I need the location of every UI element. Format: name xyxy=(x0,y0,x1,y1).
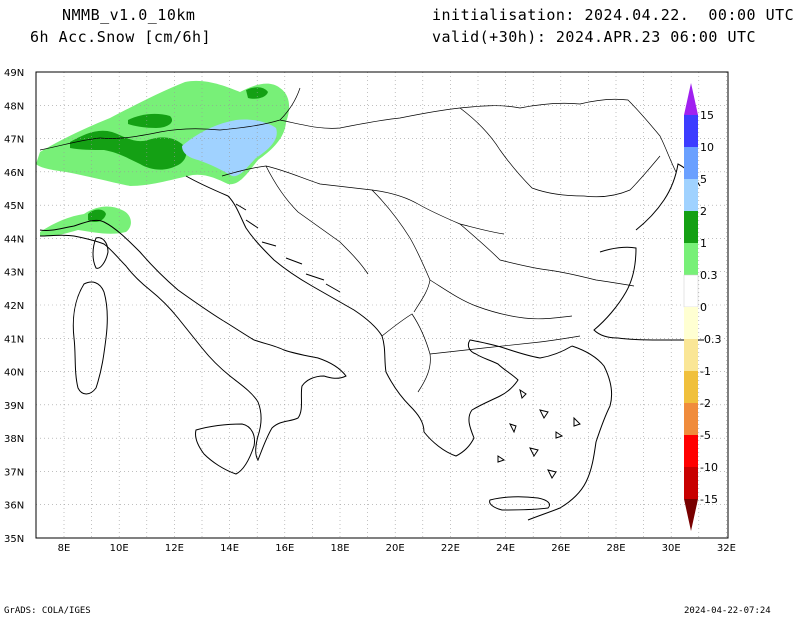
lat-tick-label: 46N xyxy=(4,168,24,179)
colorbar-segment xyxy=(684,371,698,403)
colorbar-label: 1 xyxy=(700,237,707,250)
border-bulgaria xyxy=(429,223,635,320)
lat-tick-label: 37N xyxy=(4,467,24,478)
colorbar-segment xyxy=(684,339,698,371)
colorbar-label: -2 xyxy=(700,397,711,410)
latitude-axis: 49N 48N 47N 46N 45N 44N 43N 42N 41N 40N 39N 38N 37N 3… xyxy=(4,68,24,545)
lat-tick-label: 48N xyxy=(4,101,24,112)
corsica xyxy=(92,237,109,269)
border-albania xyxy=(381,313,431,393)
turkey-coast xyxy=(527,345,613,521)
colorbar-label: 0.3 xyxy=(700,269,718,282)
adriatic-east-coast xyxy=(185,175,425,433)
lat-tick-label: 39N xyxy=(4,401,24,412)
lon-tick-label: 22E xyxy=(441,543,460,554)
colorbar-segment xyxy=(684,307,698,339)
snow-medium-region xyxy=(70,130,187,170)
border-slovenia-croatia xyxy=(221,165,419,205)
colorbar-segment xyxy=(684,243,698,275)
border-serbia xyxy=(371,189,505,313)
snow-medium-region-4 xyxy=(88,209,106,222)
footer-timestamp: 2024-04-22-07:24 xyxy=(684,606,771,616)
colorbar-segment xyxy=(684,467,698,499)
colorbar-segment xyxy=(684,147,698,179)
border-alps xyxy=(39,87,301,151)
lon-tick-label: 28E xyxy=(606,543,625,554)
lat-tick-label: 44N xyxy=(4,234,24,245)
aegean-islands xyxy=(497,388,581,479)
italy-coastline xyxy=(39,219,347,462)
colorbar-cap-top xyxy=(684,83,698,115)
lat-tick-label: 47N xyxy=(4,135,24,146)
lat-tick-label: 42N xyxy=(4,301,24,312)
border-greece-north xyxy=(429,335,581,355)
lat-tick-label: 45N xyxy=(4,201,24,212)
footer-credit: GrADS: COLA/IGES xyxy=(4,606,91,616)
lon-tick-label: 16E xyxy=(275,543,294,554)
colorbar-label: 5 xyxy=(700,173,707,186)
lon-tick-label: 8E xyxy=(58,543,71,554)
croatian-islands xyxy=(235,203,341,293)
border-ukraine-moldova xyxy=(519,98,677,173)
border-romania xyxy=(459,107,661,198)
lon-tick-label: 12E xyxy=(165,543,184,554)
lon-tick-label: 10E xyxy=(110,543,129,554)
lat-tick-label: 38N xyxy=(4,434,24,445)
greece-coast xyxy=(423,339,573,457)
colorbar-label: 15 xyxy=(700,109,714,122)
longitude-axis: 8E 10E 12E 14E 16E 18E 20E 22E 24E 26E 28E 30E 32E xyxy=(58,543,736,554)
colorbar-cap-bottom xyxy=(684,499,698,531)
colorbar: 15 10 5 2 1 0.3 0 -0.3 -1 -2 -5 -10 -15 xyxy=(683,83,721,531)
snow-light-region-2 xyxy=(40,206,131,237)
lon-tick-label: 20E xyxy=(386,543,405,554)
map-frame xyxy=(35,71,729,539)
lat-tick-label: 36N xyxy=(4,501,24,512)
colorbar-label: 10 xyxy=(700,141,714,154)
country-borders xyxy=(39,87,677,393)
colorbar-label: -5 xyxy=(700,429,711,442)
lon-tick-label: 32E xyxy=(717,543,736,554)
colorbar-segment xyxy=(684,435,698,467)
border-austria-hungary xyxy=(279,105,521,129)
colorbar-label: 2 xyxy=(700,205,707,218)
crete xyxy=(489,496,551,511)
init-time: initialisation: 2024.04.22. 00:00 UTC xyxy=(432,6,795,24)
lon-tick-label: 14E xyxy=(220,543,239,554)
colorbar-label: 0 xyxy=(700,301,707,314)
colorbar-label: -15 xyxy=(700,493,718,506)
lat-tick-label: 41N xyxy=(4,334,24,345)
snow-field xyxy=(36,80,290,237)
colorbar-label: -1 xyxy=(700,365,711,378)
colorbar-segment xyxy=(684,115,698,147)
model-title: NMMB_v1.0_10km xyxy=(62,6,196,24)
lon-tick-label: 24E xyxy=(496,543,515,554)
colorbar-segment xyxy=(683,274,699,308)
lat-tick-label: 43N xyxy=(4,268,24,279)
sicily xyxy=(195,423,255,475)
colorbar-label: -0.3 xyxy=(700,333,721,346)
colorbar-label: -10 xyxy=(700,461,718,474)
coastlines xyxy=(39,163,704,521)
snow-medium-region-2 xyxy=(128,113,173,128)
snow-blue-region xyxy=(182,119,277,177)
sardinia xyxy=(72,281,108,395)
lon-tick-label: 30E xyxy=(662,543,681,554)
colorbar-segment xyxy=(684,403,698,435)
colorbar-segment xyxy=(684,211,698,243)
lon-tick-label: 26E xyxy=(551,543,570,554)
lat-tick-label: 40N xyxy=(4,368,24,379)
colorbar-segment xyxy=(684,179,698,211)
field-title: 6h Acc.Snow [cm/6h] xyxy=(30,28,212,46)
lat-tick-label: 49N xyxy=(4,68,24,79)
lat-tick-label: 35N xyxy=(4,534,24,545)
graticule xyxy=(36,72,728,538)
lon-tick-label: 18E xyxy=(330,543,349,554)
border-bosnia xyxy=(265,165,369,275)
valid-time: valid(+30h): 2024.APR.23 06:00 UTC xyxy=(432,28,757,46)
